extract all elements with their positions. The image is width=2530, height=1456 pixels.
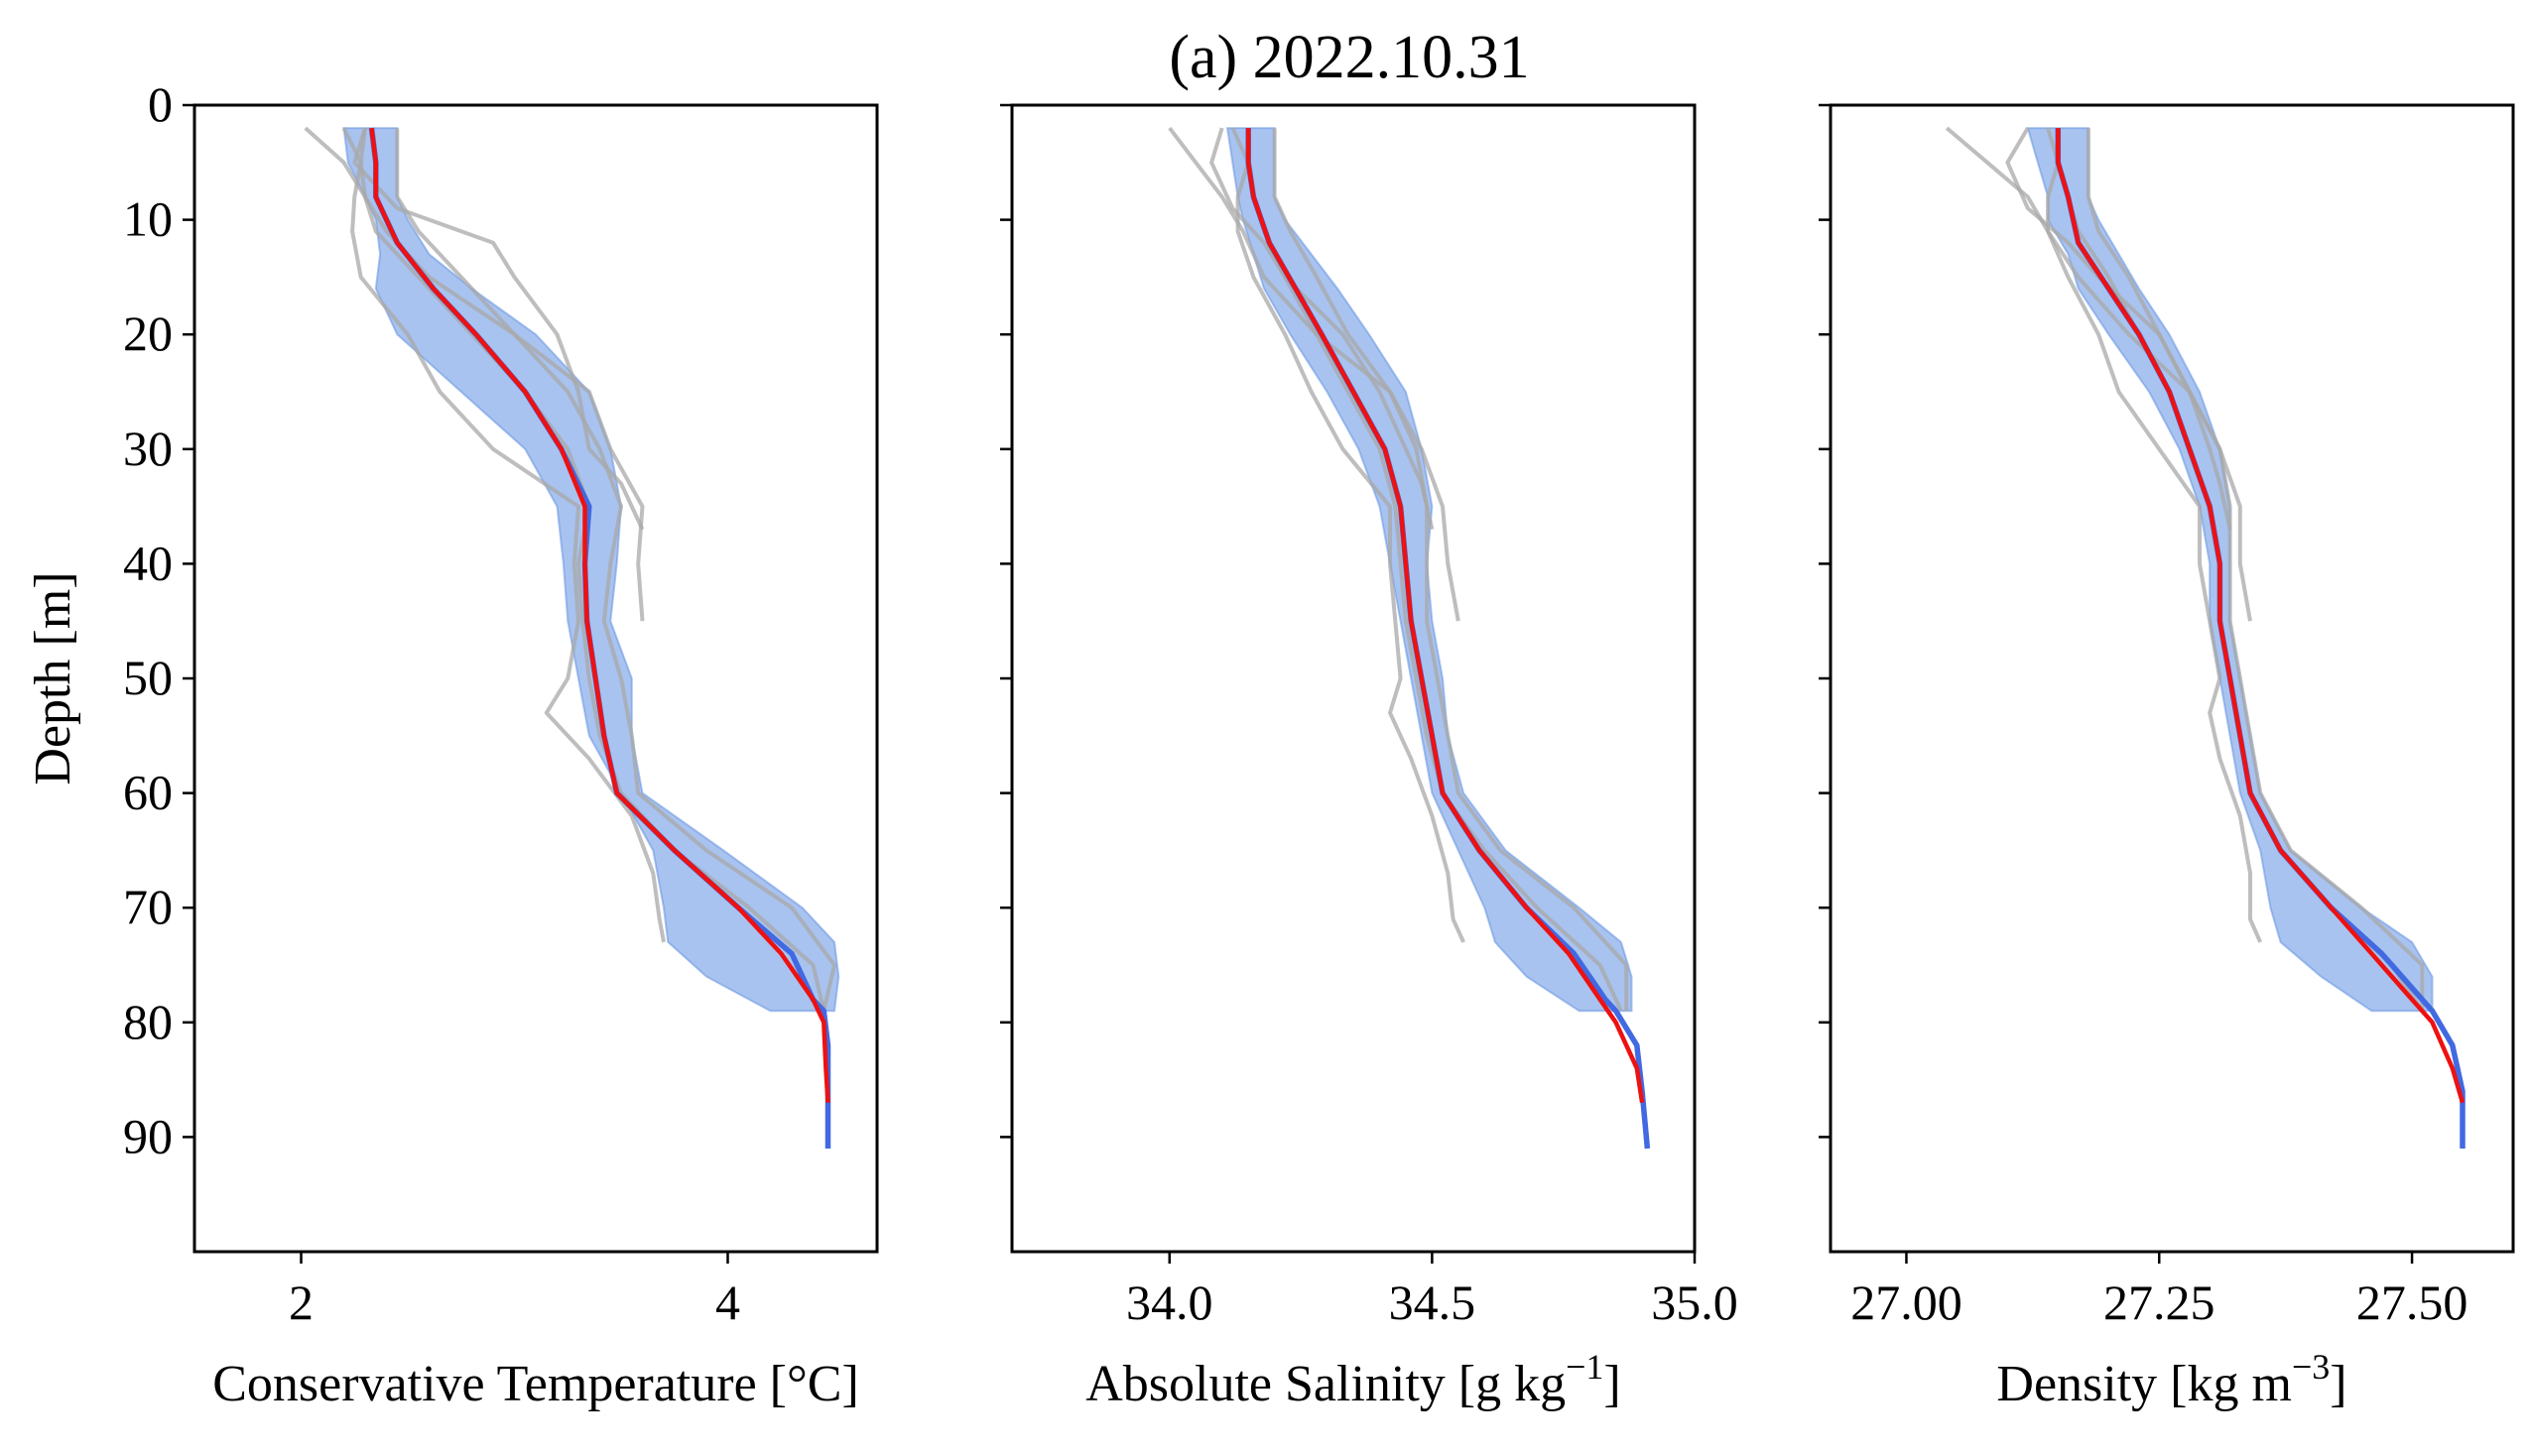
panel-1: 0 10 20 30 40 50 60 70 80 90 2 4 Conservative Temper… [25, 76, 879, 1412]
profile-line-5 [1209, 127, 1435, 531]
x-tick-label: 27.50 [2356, 1274, 2468, 1330]
axes-frame [1829, 103, 2515, 1254]
y-tick-label: 60 [123, 765, 173, 820]
spread-band [1225, 127, 1633, 1013]
y-tick-label: 0 [148, 76, 173, 132]
x-tick-label: 35.0 [1651, 1274, 1738, 1330]
axes-frame [1010, 103, 1697, 1254]
panels-group: 0 10 20 30 40 50 60 70 80 90 2 4 Conservative Temper… [25, 76, 2515, 1412]
y-tick-label: 50 [123, 650, 173, 705]
y-axis-label: Depth [m] [25, 571, 81, 785]
red-mean-line [369, 127, 830, 1103]
y-tick-label: 40 [123, 535, 173, 590]
x-tick-label: 4 [715, 1274, 740, 1330]
profile-line-2 [341, 127, 666, 943]
x-tick-label: 27.25 [2103, 1274, 2215, 1330]
x-tick-label: 27.00 [1850, 1274, 1962, 1330]
red-mean-line [2056, 128, 2466, 1104]
profile-line-4 [1168, 126, 1460, 622]
x-tick-label: 34.0 [1126, 1274, 1213, 1330]
red-mean-line [1245, 128, 1645, 1104]
profile-line-4 [1945, 126, 2252, 622]
x-axis-label: Density [kg m−3] [1996, 1347, 2346, 1412]
figure-title: (a) 2022.10.31 [1169, 24, 1529, 91]
profile-line-3 [1272, 128, 1629, 1012]
x-tick-label: 2 [289, 1274, 314, 1330]
profile-line-3 [395, 128, 836, 1012]
x-axis-label: Absolute Salinity [g kg−1] [1085, 1347, 1621, 1412]
y-tick-label: 70 [123, 879, 173, 934]
y-tick-label: 10 [123, 191, 173, 247]
panel-2: 34.0 34.5 35.0 Absolute Salinity [g kg−1] [1000, 103, 1738, 1412]
y-tick-label: 90 [123, 1108, 173, 1163]
profile-line-3 [2086, 128, 2425, 1012]
profile-line-5 [2005, 127, 2232, 531]
x-axis-label: Conservative Temperature [°C] [212, 1356, 859, 1412]
x-tick-label: 34.5 [1389, 1274, 1476, 1330]
y-tick-label: 20 [123, 305, 173, 361]
y-tick-label: 30 [123, 421, 173, 476]
spread-band [342, 127, 840, 1013]
axes-frame [192, 103, 879, 1254]
y-tick-label: 80 [123, 994, 173, 1049]
